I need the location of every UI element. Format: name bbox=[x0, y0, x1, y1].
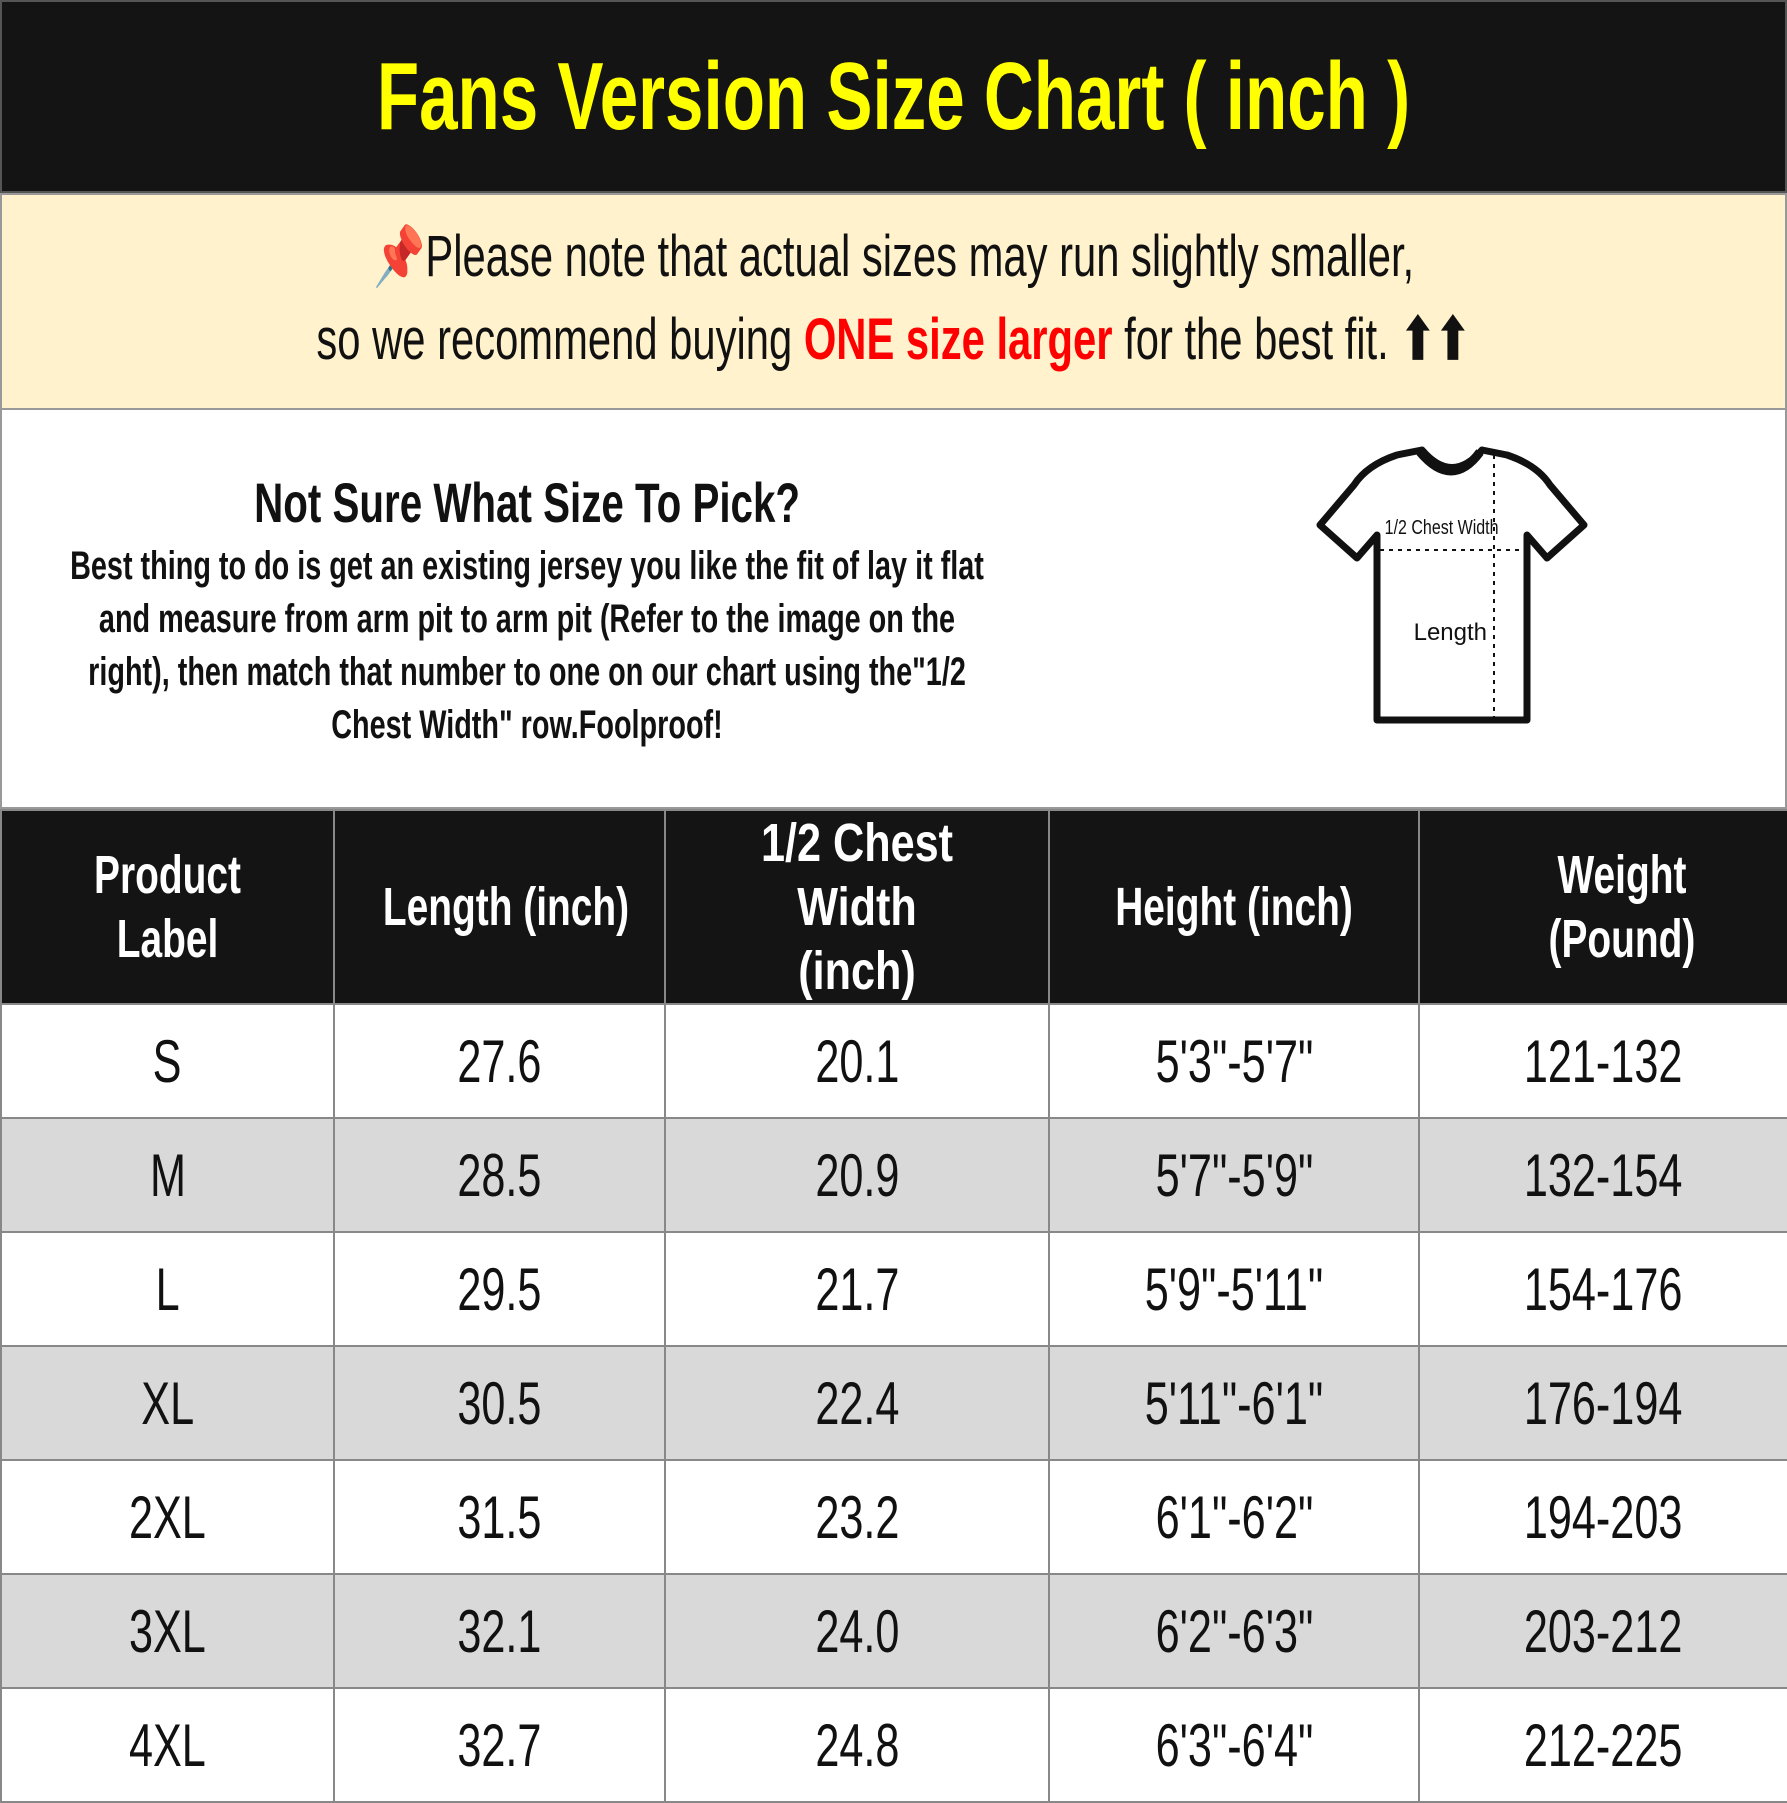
cell-size: 2XL bbox=[0, 1459, 335, 1575]
notice-line-2-post: for the best fit. bbox=[1112, 307, 1389, 372]
title-banner: Fans Version Size Chart ( inch ) bbox=[0, 0, 1787, 193]
pushpin-icon: 📌 bbox=[373, 224, 426, 289]
table-row: 4XL 32.7 24.8 6'3"-6'4" 212-225 bbox=[0, 1687, 1787, 1803]
cell-text: 30.5 bbox=[457, 1369, 542, 1437]
cell-text: 121-132 bbox=[1524, 1027, 1683, 1095]
cell-text: L bbox=[155, 1255, 180, 1323]
cell-weight: 194-203 bbox=[1418, 1459, 1787, 1575]
cell-chest-width: 20.9 bbox=[664, 1117, 1050, 1233]
cell-length: 27.6 bbox=[333, 1003, 666, 1119]
header-height: Height (inch) bbox=[1048, 809, 1420, 1005]
cell-text: 27.6 bbox=[457, 1027, 542, 1095]
cell-height: 6'2"-6'3" bbox=[1048, 1573, 1420, 1689]
cell-weight: 212-225 bbox=[1418, 1687, 1787, 1803]
cell-text: 132-154 bbox=[1524, 1141, 1683, 1209]
header-weight: Weight (Pound) bbox=[1418, 809, 1787, 1005]
header-length: Length (inch) bbox=[333, 809, 666, 1005]
cell-chest-width: 24.8 bbox=[664, 1687, 1050, 1803]
cell-size: M bbox=[0, 1117, 335, 1233]
cell-length: 32.1 bbox=[333, 1573, 666, 1689]
cell-text: 24.8 bbox=[814, 1711, 900, 1779]
cell-text: 212-225 bbox=[1524, 1711, 1683, 1779]
cell-text: 20.1 bbox=[814, 1027, 900, 1095]
cell-text: 6'3"-6'4" bbox=[1155, 1711, 1313, 1779]
length-label: Length bbox=[1414, 619, 1487, 646]
cell-weight: 176-194 bbox=[1418, 1345, 1787, 1461]
cell-weight: 132-154 bbox=[1418, 1117, 1787, 1233]
cell-text: 5'9"-5'11" bbox=[1144, 1255, 1324, 1323]
cell-text: 6'1"-6'2" bbox=[1155, 1483, 1313, 1551]
cell-chest-width: 22.4 bbox=[664, 1345, 1050, 1461]
table-row: 2XL 31.5 23.2 6'1"-6'2" 194-203 bbox=[0, 1459, 1787, 1575]
notice-highlight: ONE size larger bbox=[803, 307, 1113, 372]
cell-length: 30.5 bbox=[333, 1345, 666, 1461]
table-header-row: Product Label Length (inch) 1/2 Chest Wi… bbox=[0, 809, 1787, 1005]
table-row: 3XL 32.1 24.0 6'2"-6'3" 203-212 bbox=[0, 1573, 1787, 1689]
cell-height: 5'7"-5'9" bbox=[1048, 1117, 1420, 1233]
notice-line-1: Please note that actual sizes may run sl… bbox=[425, 224, 1414, 289]
cell-weight: 121-132 bbox=[1418, 1003, 1787, 1119]
cell-text: S bbox=[153, 1027, 182, 1095]
cell-text: 154-176 bbox=[1524, 1255, 1683, 1323]
cell-chest-width: 23.2 bbox=[664, 1459, 1050, 1575]
cell-text: 23.2 bbox=[814, 1483, 900, 1551]
cell-size: 4XL bbox=[0, 1687, 335, 1803]
cell-chest-width: 21.7 bbox=[664, 1231, 1050, 1347]
table-row: XL 30.5 22.4 5'11"-6'1" 176-194 bbox=[0, 1345, 1787, 1461]
cell-text: 2XL bbox=[129, 1483, 206, 1551]
up-arrows-icon: ⬆⬆ bbox=[1400, 307, 1471, 372]
table-row: L 29.5 21.7 5'9"-5'11" 154-176 bbox=[0, 1231, 1787, 1347]
cell-text: M bbox=[149, 1141, 186, 1209]
cell-text: 31.5 bbox=[457, 1483, 542, 1551]
cell-text: 176-194 bbox=[1524, 1369, 1683, 1437]
cell-length: 31.5 bbox=[333, 1459, 666, 1575]
cell-text: 5'11"-6'1" bbox=[1144, 1369, 1324, 1437]
cell-text: 5'7"-5'9" bbox=[1155, 1141, 1313, 1209]
cell-height: 6'3"-6'4" bbox=[1048, 1687, 1420, 1803]
cell-chest-width: 20.1 bbox=[664, 1003, 1050, 1119]
table-row: S 27.6 20.1 5'3"-5'7" 121-132 bbox=[0, 1003, 1787, 1119]
cell-text: 24.0 bbox=[814, 1597, 900, 1665]
notice-line-2-pre: so we recommend buying bbox=[316, 307, 804, 372]
table-row: M 28.5 20.9 5'7"-5'9" 132-154 bbox=[0, 1117, 1787, 1233]
chest-width-label: 1/2 Chest Width bbox=[1385, 516, 1499, 538]
cell-text: 29.5 bbox=[457, 1255, 542, 1323]
cell-text: 28.5 bbox=[457, 1141, 542, 1209]
tshirt-diagram-icon: 1/2 Chest Width Length bbox=[1316, 446, 1588, 724]
cell-height: 5'11"-6'1" bbox=[1048, 1345, 1420, 1461]
cell-text: 22.4 bbox=[814, 1369, 900, 1437]
cell-text: 32.1 bbox=[457, 1597, 542, 1665]
cell-size: S bbox=[0, 1003, 335, 1119]
cell-height: 5'9"-5'11" bbox=[1048, 1231, 1420, 1347]
header-product-label: Product Label bbox=[0, 809, 335, 1005]
cell-height: 5'3"-5'7" bbox=[1048, 1003, 1420, 1119]
help-text: Best thing to do is get an existing jers… bbox=[70, 544, 984, 747]
header-chest-width: 1/2 Chest Width (inch) bbox=[664, 809, 1050, 1005]
cell-size: 3XL bbox=[0, 1573, 335, 1689]
cell-text: 203-212 bbox=[1524, 1597, 1683, 1665]
cell-length: 29.5 bbox=[333, 1231, 666, 1347]
size-table: Product Label Length (inch) 1/2 Chest Wi… bbox=[0, 809, 1787, 1803]
cell-size: L bbox=[0, 1231, 335, 1347]
cell-weight: 154-176 bbox=[1418, 1231, 1787, 1347]
notice-banner: 📌Please note that actual sizes may run s… bbox=[0, 193, 1787, 410]
cell-chest-width: 24.0 bbox=[664, 1573, 1050, 1689]
cell-text: XL bbox=[141, 1369, 194, 1437]
cell-text: 21.7 bbox=[814, 1255, 900, 1323]
cell-text: 6'2"-6'3" bbox=[1155, 1597, 1313, 1665]
page-title: Fans Version Size Chart ( inch ) bbox=[376, 42, 1411, 150]
cell-size: XL bbox=[0, 1345, 335, 1461]
help-question: Not Sure What Size To Pick? bbox=[254, 471, 800, 534]
size-help-section: Not Sure What Size To Pick? Best thing t… bbox=[0, 410, 1787, 809]
cell-text: 194-203 bbox=[1524, 1483, 1683, 1551]
cell-text: 32.7 bbox=[457, 1711, 542, 1779]
cell-weight: 203-212 bbox=[1418, 1573, 1787, 1689]
cell-text: 20.9 bbox=[814, 1141, 900, 1209]
cell-length: 32.7 bbox=[333, 1687, 666, 1803]
cell-text: 3XL bbox=[129, 1597, 206, 1665]
cell-text: 4XL bbox=[129, 1711, 206, 1779]
cell-length: 28.5 bbox=[333, 1117, 666, 1233]
cell-height: 6'1"-6'2" bbox=[1048, 1459, 1420, 1575]
cell-text: 5'3"-5'7" bbox=[1155, 1027, 1313, 1095]
